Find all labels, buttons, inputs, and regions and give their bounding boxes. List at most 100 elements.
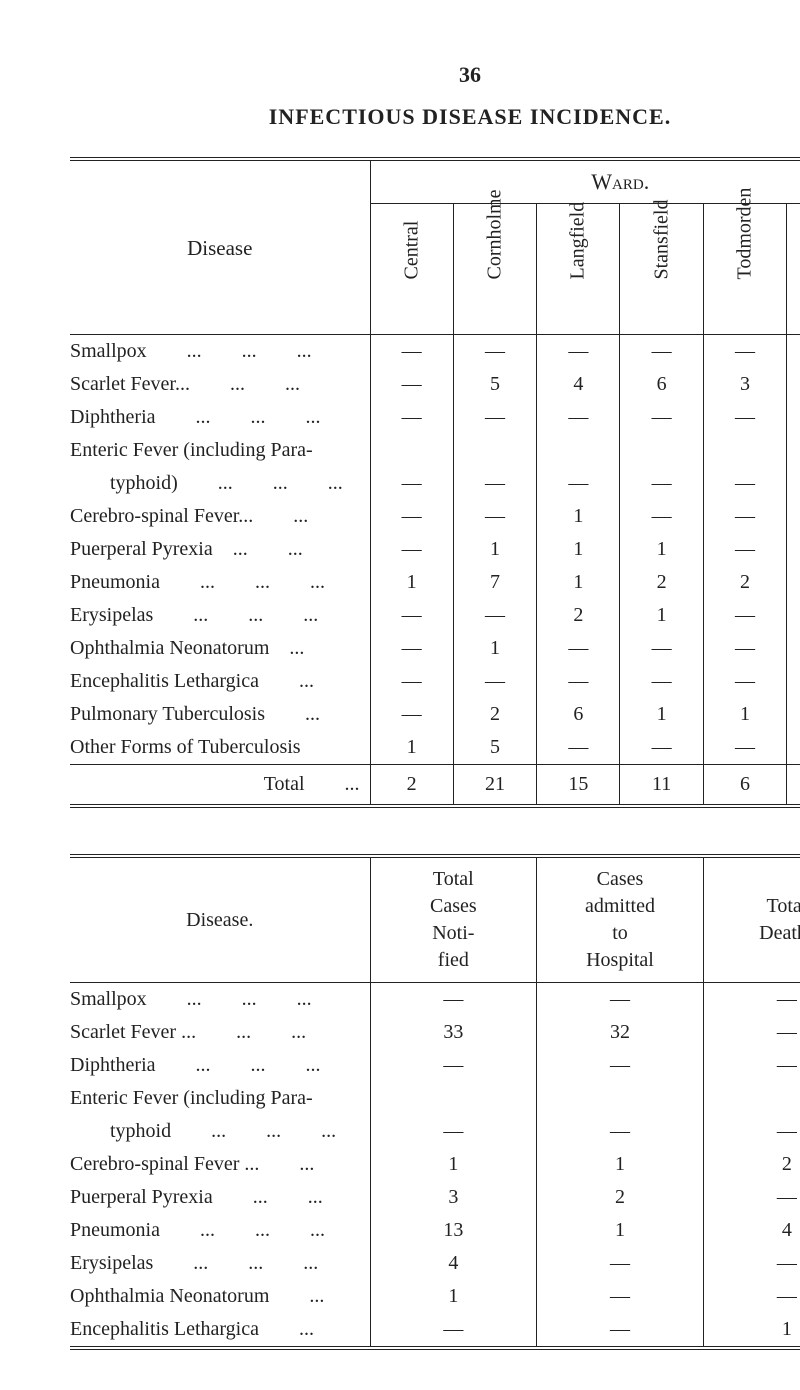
- cell-value: —: [370, 599, 453, 632]
- cell-value: 1: [787, 731, 800, 765]
- cell-value: —: [703, 731, 786, 765]
- cell-value: —: [620, 500, 703, 533]
- cell-value: —: [703, 1115, 800, 1148]
- cell-value: 2: [453, 698, 536, 731]
- cell-value: 5: [453, 368, 536, 401]
- table-row: Diphtheria ... ... ...——————: [70, 401, 800, 434]
- t1-col-stansfield: Stansfield: [620, 204, 703, 335]
- cell-value: —: [703, 1280, 800, 1313]
- cell-value: 1: [620, 599, 703, 632]
- cell-value: —: [453, 500, 536, 533]
- disease-label: Smallpox ... ... ...: [70, 335, 370, 369]
- cell-value: —: [703, 665, 786, 698]
- table-row: Smallpox ... ... ...——————: [70, 335, 800, 369]
- cell-value: [703, 434, 786, 467]
- cell-value: —: [787, 335, 800, 369]
- cell-value: 4: [703, 1214, 800, 1247]
- table-row: Scarlet Fever... ... ...—546315: [70, 368, 800, 401]
- cell-value: [620, 434, 703, 467]
- cell-value: 1: [537, 1148, 704, 1181]
- disease-label: Erysipelas ... ... ...: [70, 1247, 370, 1280]
- cell-value: 2: [620, 566, 703, 599]
- cell-value: —: [703, 1016, 800, 1049]
- page-number: 36: [70, 60, 800, 90]
- disease-label: Enteric Fever (including Para-: [70, 1082, 370, 1115]
- t2-admitted-header: CasesadmittedtoHospital: [537, 856, 704, 983]
- cell-value: —: [370, 401, 453, 434]
- cell-value: —: [370, 698, 453, 731]
- cell-value: 2: [703, 1148, 800, 1181]
- cell-value: 1: [370, 566, 453, 599]
- cell-value: 1: [537, 500, 620, 533]
- cell-value: —: [370, 632, 453, 665]
- cell-value: —: [703, 401, 786, 434]
- cell-value: 1: [370, 1148, 537, 1181]
- cell-value: —: [703, 533, 786, 566]
- table-row: Pneumonia ... ... ...17122—: [70, 566, 800, 599]
- disease-label: Puerperal Pyrexia ... ...: [70, 533, 370, 566]
- table-row: typhoid) ... ... ...——————: [70, 467, 800, 500]
- cell-value: 1: [453, 533, 536, 566]
- disease-label: Ophthalmia Neonatorum ...: [70, 632, 370, 665]
- cell-value: 3: [703, 368, 786, 401]
- cell-value: —: [453, 401, 536, 434]
- cell-value: —: [370, 467, 453, 500]
- table-row: Encephalitis Lethargica ...——————: [70, 665, 800, 698]
- table-row: Erysipelas ... ... ...——21—1: [70, 599, 800, 632]
- disease-label: Other Forms of Tuberculosis: [70, 731, 370, 765]
- cell-value: —: [370, 533, 453, 566]
- table-row: Diphtheria ... ... ...———: [70, 1049, 800, 1082]
- table-row: Scarlet Fever ... ... ...3332—: [70, 1016, 800, 1049]
- cell-value: —: [703, 1181, 800, 1214]
- cell-value: —: [787, 632, 800, 665]
- disease-label: Encephalitis Lethargica ...: [70, 665, 370, 698]
- cell-value: —: [620, 401, 703, 434]
- table-row: Cerebro-spinal Fever... ...——1———: [70, 500, 800, 533]
- table-row: typhoid ... ... ...———: [70, 1115, 800, 1148]
- t2-disease-header: Disease.: [70, 856, 370, 983]
- cell-value: —: [453, 467, 536, 500]
- cell-value: 1: [370, 731, 453, 765]
- cell-value: 2: [703, 566, 786, 599]
- disease-label: Ophthalmia Neonatorum ...: [70, 1280, 370, 1313]
- cell-value: 1: [453, 632, 536, 665]
- cell-value: —: [453, 599, 536, 632]
- t1-total-central: 2: [370, 765, 453, 807]
- cell-value: —: [370, 500, 453, 533]
- t1-col-todmorden: Todmorden: [703, 204, 786, 335]
- cell-value: [453, 434, 536, 467]
- cell-value: —: [787, 665, 800, 698]
- table-row: Puerperal Pyrexia ... ...—111——: [70, 533, 800, 566]
- cell-value: 7: [453, 566, 536, 599]
- disease-label: Diphtheria ... ... ...: [70, 1049, 370, 1082]
- disease-label: Encephalitis Lethargica ...: [70, 1313, 370, 1348]
- cell-value: —: [370, 335, 453, 369]
- table-row: Cerebro-spinal Fever ... ...112: [70, 1148, 800, 1181]
- disease-label: Diphtheria ... ... ...: [70, 401, 370, 434]
- cell-value: 1: [703, 1313, 800, 1348]
- cell-value: —: [787, 467, 800, 500]
- cell-value: —: [787, 566, 800, 599]
- cell-value: —: [453, 665, 536, 698]
- cell-value: —: [537, 665, 620, 698]
- table-row: Puerperal Pyrexia ... ...32—: [70, 1181, 800, 1214]
- t1-disease-header: Disease: [70, 159, 370, 334]
- disease-label: Cerebro-spinal Fever ... ...: [70, 1148, 370, 1181]
- cell-value: 1: [620, 533, 703, 566]
- table-row: Pneumonia ... ... ...1314: [70, 1214, 800, 1247]
- cell-value: [537, 434, 620, 467]
- disease-incidence-by-ward-table: Disease Ward. Central Cornholme Langfiel…: [70, 157, 800, 808]
- cell-value: —: [537, 335, 620, 369]
- t1-total-cornholme: 21: [453, 765, 536, 807]
- cell-value: —: [703, 632, 786, 665]
- cell-value: —: [703, 599, 786, 632]
- disease-label: Cerebro-spinal Fever... ...: [70, 500, 370, 533]
- cell-value: —: [537, 1049, 704, 1082]
- cell-value: 1: [787, 599, 800, 632]
- cell-value: —: [537, 1247, 704, 1280]
- page-title: INFECTIOUS DISEASE INCIDENCE.: [70, 102, 800, 132]
- cell-value: [537, 1082, 704, 1115]
- t1-total-stansfield: 11: [620, 765, 703, 807]
- disease-label: Erysipelas ... ... ...: [70, 599, 370, 632]
- cell-value: —: [370, 665, 453, 698]
